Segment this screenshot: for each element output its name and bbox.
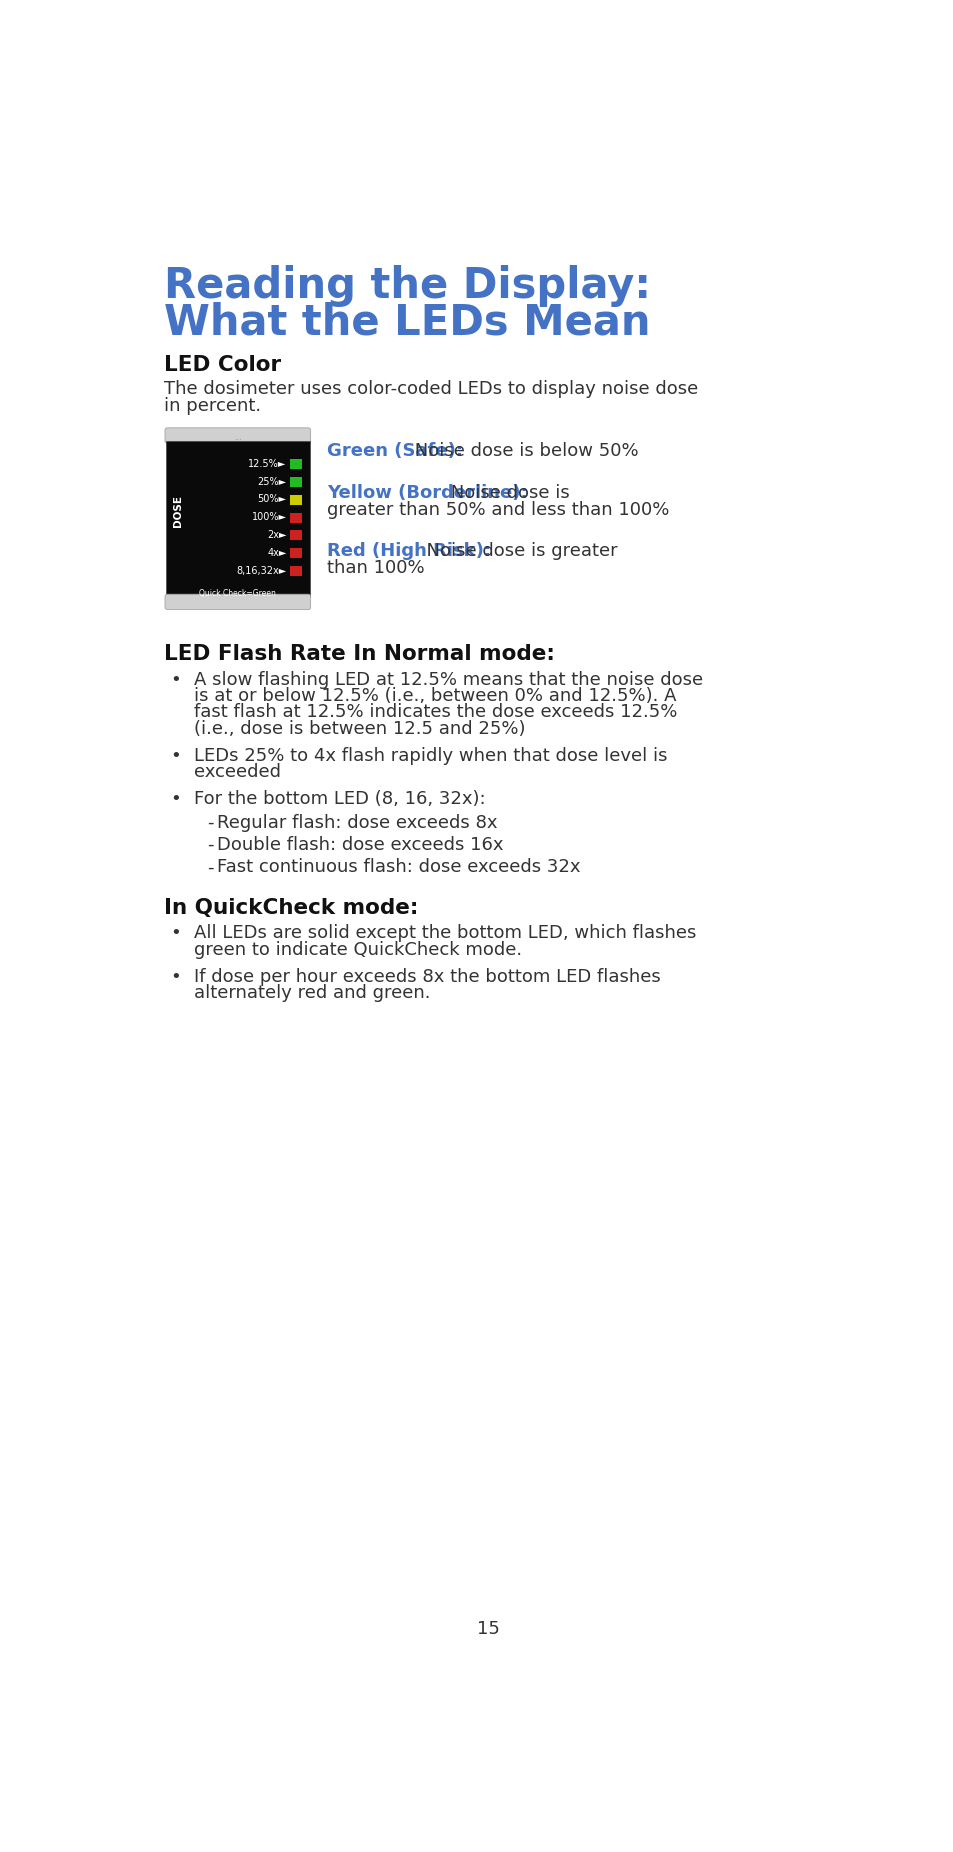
Bar xyxy=(290,494,302,506)
Text: (i.e., dose is between 12.5 and 25%): (i.e., dose is between 12.5 and 25%) xyxy=(193,720,524,737)
Text: 100%►: 100%► xyxy=(252,513,286,522)
Text: LEDs 25% to 4x flash rapidly when that dose level is: LEDs 25% to 4x flash rapidly when that d… xyxy=(193,746,666,765)
Text: 4x►: 4x► xyxy=(267,548,286,557)
Text: alternately red and green.: alternately red and green. xyxy=(193,983,430,1002)
Text: -: - xyxy=(207,857,213,876)
Text: ...: ... xyxy=(233,433,241,443)
Text: LED Color: LED Color xyxy=(164,356,281,374)
Bar xyxy=(166,441,310,596)
FancyBboxPatch shape xyxy=(165,428,311,443)
Bar xyxy=(290,567,302,576)
Bar xyxy=(290,548,302,557)
Text: -: - xyxy=(207,835,213,854)
Text: Regular flash: dose exceeds 8x: Regular flash: dose exceeds 8x xyxy=(216,813,497,832)
Text: For the bottom LED (8, 16, 32x):: For the bottom LED (8, 16, 32x): xyxy=(193,789,485,807)
Text: 25%►: 25%► xyxy=(257,476,286,487)
Text: in percent.: in percent. xyxy=(164,396,261,415)
Text: What the LEDs Mean: What the LEDs Mean xyxy=(164,302,650,344)
FancyBboxPatch shape xyxy=(165,594,311,609)
Text: Green (Safe):: Green (Safe): xyxy=(327,441,462,459)
Text: LED Flash Rate In Normal mode:: LED Flash Rate In Normal mode: xyxy=(164,644,555,665)
Text: A slow flashing LED at 12.5% means that the noise dose: A slow flashing LED at 12.5% means that … xyxy=(193,670,702,689)
Text: Reading the Display:: Reading the Display: xyxy=(164,265,651,307)
Text: •: • xyxy=(171,789,181,807)
Text: 8,16,32x►: 8,16,32x► xyxy=(236,565,286,576)
Text: 15: 15 xyxy=(477,1620,499,1637)
Text: than 100%: than 100% xyxy=(327,559,424,576)
Text: •: • xyxy=(171,924,181,943)
Bar xyxy=(290,513,302,522)
Text: 50%►: 50%► xyxy=(257,494,286,504)
Text: Noise dose is below 50%: Noise dose is below 50% xyxy=(409,441,639,459)
Text: In QuickCheck mode:: In QuickCheck mode: xyxy=(164,898,418,917)
Text: All LEDs are solid except the bottom LED, which flashes: All LEDs are solid except the bottom LED… xyxy=(193,924,696,943)
Text: -: - xyxy=(207,813,213,832)
Text: •: • xyxy=(171,670,181,689)
Text: DOSE: DOSE xyxy=(172,494,183,528)
Text: Fast continuous flash: dose exceeds 32x: Fast continuous flash: dose exceeds 32x xyxy=(216,857,579,876)
Text: fast flash at 12.5% indicates the dose exceeds 12.5%: fast flash at 12.5% indicates the dose e… xyxy=(193,704,677,722)
Text: 2x►: 2x► xyxy=(267,530,286,541)
Text: Double flash: dose exceeds 16x: Double flash: dose exceeds 16x xyxy=(216,835,503,854)
Text: Yellow (Borderline):: Yellow (Borderline): xyxy=(327,483,527,502)
Text: Quick Check=Green: Quick Check=Green xyxy=(199,589,276,598)
Text: 12.5%►: 12.5%► xyxy=(248,459,286,469)
Bar xyxy=(290,530,302,541)
Bar xyxy=(290,478,302,487)
Text: green to indicate QuickCheck mode.: green to indicate QuickCheck mode. xyxy=(193,941,521,959)
Text: Noise dose is greater: Noise dose is greater xyxy=(415,543,618,559)
Text: exceeded: exceeded xyxy=(193,763,280,782)
Text: greater than 50% and less than 100%: greater than 50% and less than 100% xyxy=(327,502,669,519)
Text: Noise dose is: Noise dose is xyxy=(444,483,569,502)
Text: •: • xyxy=(171,967,181,985)
Text: is at or below 12.5% (i.e., between 0% and 12.5%). A: is at or below 12.5% (i.e., between 0% a… xyxy=(193,687,676,706)
Text: Red (High Risk):: Red (High Risk): xyxy=(327,543,491,559)
Bar xyxy=(290,459,302,469)
Text: If dose per hour exceeds 8x the bottom LED flashes: If dose per hour exceeds 8x the bottom L… xyxy=(193,967,659,985)
Text: The dosimeter uses color-coded LEDs to display noise dose: The dosimeter uses color-coded LEDs to d… xyxy=(164,380,698,398)
Text: •: • xyxy=(171,746,181,765)
